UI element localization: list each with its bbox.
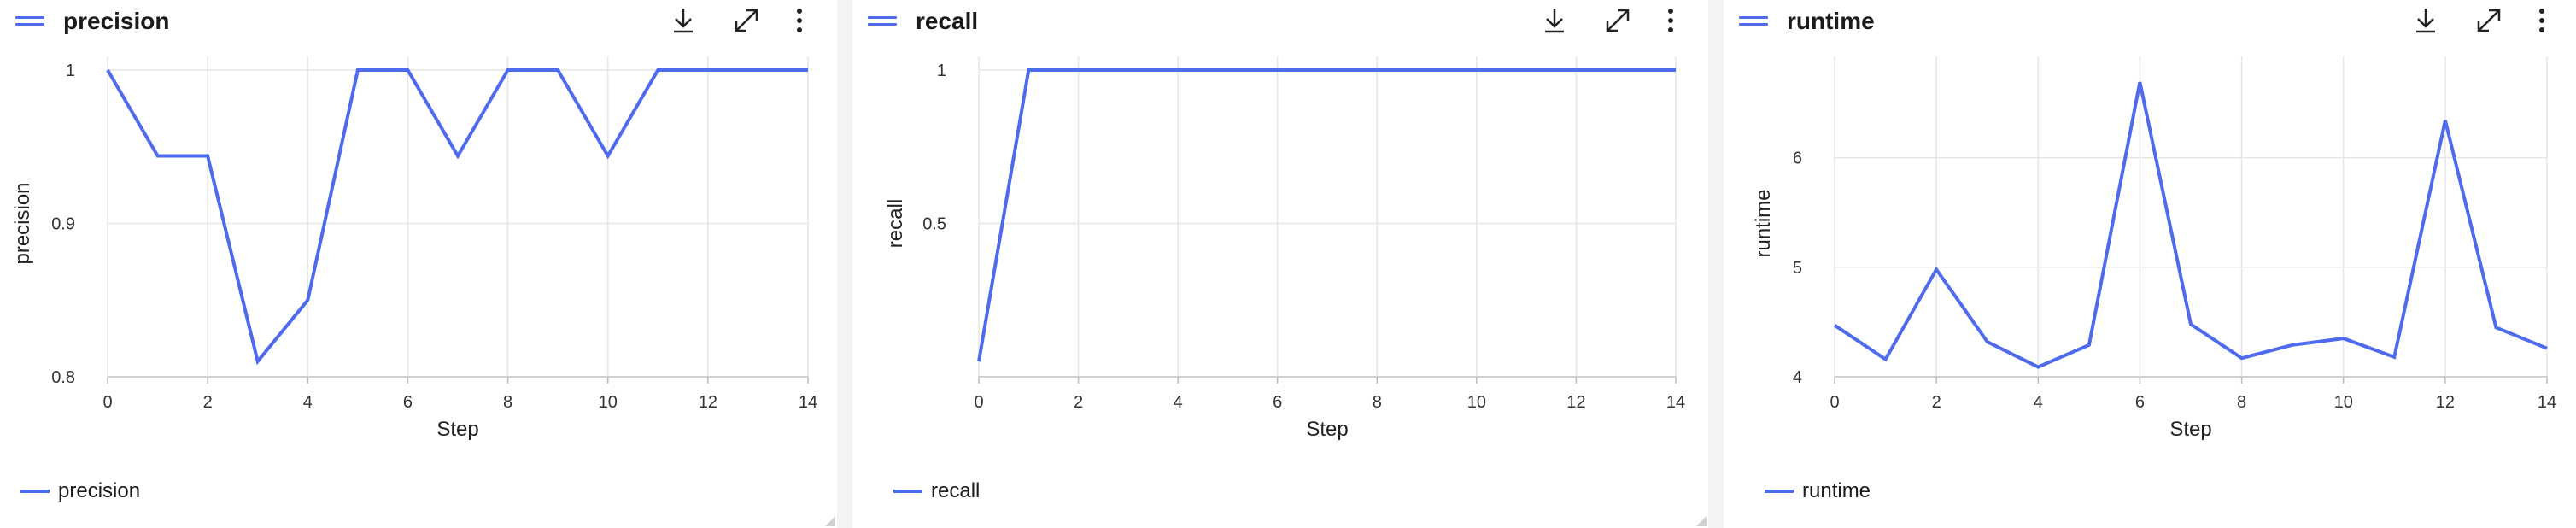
more-vertical-icon bbox=[1668, 9, 1673, 32]
y-tick-label: 0.9 bbox=[51, 215, 75, 234]
expand-icon bbox=[2477, 9, 2501, 32]
resize-handle-icon[interactable] bbox=[1696, 516, 1707, 526]
expand-icon bbox=[735, 9, 758, 32]
y-tick-label: 1 bbox=[937, 62, 946, 80]
panel-gap bbox=[837, 0, 852, 528]
y-tick-label: 0.5 bbox=[922, 215, 946, 234]
y-axis-label: precision bbox=[11, 182, 34, 264]
x-tick-label: 4 bbox=[2034, 393, 2043, 412]
download-button[interactable] bbox=[2409, 3, 2443, 38]
panel-title: recall bbox=[916, 8, 979, 34]
chart-panel-recall: recall bbox=[852, 0, 1708, 528]
panel-title: runtime bbox=[1787, 8, 1875, 34]
hamburger-icon[interactable] bbox=[868, 15, 897, 27]
x-tick-label: 10 bbox=[1467, 393, 1486, 412]
y-axis-label: runtime bbox=[1752, 189, 1775, 257]
y-tick-label: 1 bbox=[66, 62, 75, 80]
x-tick-label: 2 bbox=[1074, 393, 1083, 412]
line-chart-recall: 0 2 4 6 8 10 12 14 0.5 1 Step recall bbox=[884, 56, 1685, 441]
series-line-precision bbox=[106, 68, 808, 366]
chart-panel-runtime: runtime bbox=[1724, 0, 2576, 528]
panel-header: precision bbox=[0, 0, 837, 43]
download-icon bbox=[2416, 9, 2435, 33]
x-axis-label: Step bbox=[2169, 418, 2211, 441]
x-tick-label: 0 bbox=[1830, 393, 1839, 412]
more-options-button[interactable] bbox=[2525, 3, 2559, 38]
x-tick-label: 4 bbox=[303, 393, 313, 412]
download-button[interactable] bbox=[1537, 3, 1572, 38]
legend-label: runtime bbox=[1802, 479, 1871, 502]
x-tick-label: 6 bbox=[2135, 393, 2145, 412]
x-tick-label: 14 bbox=[799, 393, 817, 412]
x-tick-label: 10 bbox=[599, 393, 618, 412]
x-tick-label: 0 bbox=[974, 393, 983, 412]
download-icon bbox=[674, 9, 693, 33]
legend-label: precision bbox=[58, 479, 141, 502]
panel-header: runtime bbox=[1724, 0, 2576, 43]
chart-legend[interactable]: recall bbox=[893, 478, 980, 504]
x-tick-label: 8 bbox=[1373, 393, 1382, 412]
x-axis-label: Step bbox=[436, 418, 478, 441]
chart-legend[interactable]: runtime bbox=[1765, 478, 1871, 504]
expand-button[interactable] bbox=[2472, 3, 2506, 38]
hamburger-icon[interactable] bbox=[1739, 15, 1768, 27]
panel-title: precision bbox=[63, 8, 170, 34]
x-tick-label: 4 bbox=[1174, 393, 1183, 412]
chart-legend[interactable]: precision bbox=[20, 478, 140, 504]
x-tick-label: 12 bbox=[2436, 393, 2455, 412]
expand-button[interactable] bbox=[1601, 3, 1635, 38]
expand-icon bbox=[1606, 9, 1630, 32]
x-tick-label: 14 bbox=[1666, 393, 1685, 412]
panel-header: recall bbox=[852, 0, 1708, 43]
expand-button[interactable] bbox=[729, 3, 764, 38]
x-tick-label: 10 bbox=[2334, 393, 2353, 412]
x-tick-label: 0 bbox=[102, 393, 112, 412]
x-tick-label: 2 bbox=[1932, 393, 1941, 412]
x-tick-label: 8 bbox=[503, 393, 512, 412]
legend-swatch bbox=[20, 490, 50, 493]
y-axis-label: recall bbox=[884, 199, 907, 248]
series-line-recall bbox=[977, 68, 1676, 362]
x-tick-label: 8 bbox=[2237, 393, 2246, 412]
x-tick-label: 6 bbox=[403, 393, 413, 412]
more-vertical-icon bbox=[2539, 9, 2544, 32]
legend-swatch bbox=[1765, 490, 1794, 493]
x-tick-label: 12 bbox=[699, 393, 717, 412]
download-icon bbox=[1545, 9, 1564, 33]
download-button[interactable] bbox=[666, 3, 700, 38]
y-tick-label: 0.8 bbox=[51, 368, 75, 387]
more-vertical-icon bbox=[797, 9, 802, 32]
legend-swatch bbox=[893, 490, 922, 493]
x-tick-label: 6 bbox=[1273, 393, 1282, 412]
y-tick-label: 5 bbox=[1793, 259, 1802, 278]
line-chart-precision: 0 2 4 6 8 10 12 14 0.8 0.9 1 Step precision bbox=[11, 56, 817, 441]
legend-label: recall bbox=[931, 479, 981, 502]
more-options-button[interactable] bbox=[1654, 3, 1688, 38]
hamburger-icon[interactable] bbox=[15, 15, 44, 27]
y-tick-label: 4 bbox=[1793, 368, 1802, 387]
line-chart-runtime: 0 2 4 6 8 10 12 14 4 5 6 Step runtime bbox=[1752, 56, 2556, 441]
x-axis-label: Step bbox=[1306, 418, 1348, 441]
x-tick-label: 12 bbox=[1566, 393, 1585, 412]
y-tick-label: 6 bbox=[1793, 150, 1802, 168]
more-options-button[interactable] bbox=[782, 3, 817, 38]
x-tick-label: 14 bbox=[2538, 393, 2556, 412]
resize-handle-icon[interactable] bbox=[825, 516, 835, 526]
panel-gap bbox=[1708, 0, 1724, 528]
chart-panel-precision: precision bbox=[0, 0, 837, 528]
x-tick-label: 2 bbox=[203, 393, 213, 412]
